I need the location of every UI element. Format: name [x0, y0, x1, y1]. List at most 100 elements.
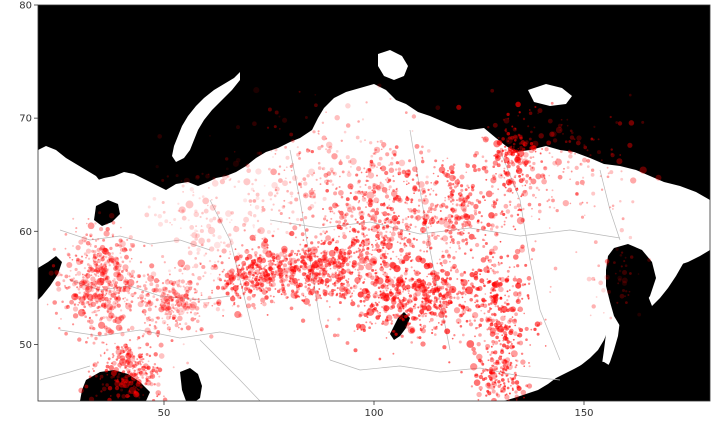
fire-point — [315, 293, 321, 300]
fire-point — [200, 292, 203, 294]
fire-point — [157, 393, 160, 396]
fire-point — [131, 372, 137, 378]
fire-point — [439, 300, 442, 304]
fire-point — [481, 166, 487, 171]
fire-point — [216, 211, 220, 215]
fire-point — [132, 413, 134, 415]
fire-point — [413, 287, 417, 291]
fire-point — [365, 191, 368, 193]
fire-point — [116, 393, 121, 398]
fire-point — [111, 261, 114, 263]
fire-point — [163, 308, 165, 311]
fire-point — [591, 276, 596, 281]
fire-point — [125, 403, 127, 405]
fire-point — [524, 263, 528, 267]
fire-point — [419, 249, 422, 252]
fire-point — [459, 194, 462, 197]
fire-point — [114, 316, 122, 325]
fire-point — [372, 152, 375, 155]
fire-point — [99, 227, 104, 232]
fire-point — [90, 276, 96, 282]
fire-point — [322, 289, 326, 292]
fire-point — [507, 379, 510, 382]
fire-point — [147, 205, 151, 209]
fire-point — [436, 234, 439, 237]
fire-point — [276, 227, 280, 231]
fire-point — [166, 278, 169, 281]
fire-point — [407, 173, 411, 176]
fire-point — [180, 180, 183, 182]
fire-point — [384, 252, 387, 255]
fire-point — [367, 179, 370, 182]
fire-point — [259, 282, 263, 286]
fire-point — [463, 252, 467, 255]
fire-point — [98, 211, 102, 215]
fire-point — [547, 198, 551, 202]
fire-point — [367, 246, 370, 250]
fire-point — [102, 316, 106, 319]
fire-point — [93, 292, 96, 296]
fire-point — [110, 375, 114, 379]
fire-point — [326, 149, 332, 154]
fire-point — [510, 214, 514, 218]
fire-point — [311, 174, 314, 177]
fire-point — [486, 222, 491, 228]
fire-point — [87, 303, 91, 306]
fire-point — [411, 244, 415, 249]
fire-point — [105, 289, 108, 292]
fire-point — [104, 277, 109, 281]
fire-point — [399, 199, 401, 202]
fire-point — [102, 341, 105, 344]
fire-point — [257, 265, 261, 268]
fire-point — [130, 269, 136, 274]
fire-point — [239, 274, 245, 279]
fire-point — [181, 272, 184, 275]
fire-point — [331, 292, 334, 295]
fire-point — [471, 285, 475, 288]
fire-point — [109, 297, 112, 301]
fire-point — [374, 278, 378, 282]
fire-point — [102, 265, 104, 268]
fire-point — [503, 331, 507, 335]
fire-point — [620, 177, 624, 181]
fire-point — [445, 289, 448, 292]
fire-point — [437, 322, 440, 324]
fire-point — [498, 339, 501, 342]
fire-point — [502, 385, 505, 388]
fire-point — [322, 208, 324, 210]
fire-point — [463, 200, 466, 203]
fire-point — [511, 284, 515, 288]
fire-point — [362, 328, 366, 332]
fire-point — [295, 290, 299, 294]
fire-point — [521, 297, 524, 300]
fire-point — [315, 273, 320, 277]
fire-point — [494, 155, 501, 162]
fire-point — [591, 191, 596, 196]
fire-point — [424, 314, 427, 318]
fire-point — [227, 174, 229, 177]
fire-point — [164, 312, 167, 314]
fire-point — [206, 204, 209, 207]
fire-point — [155, 331, 161, 337]
fire-point — [400, 254, 402, 256]
fire-point — [197, 275, 202, 281]
fire-point — [174, 319, 178, 323]
fire-point — [514, 174, 517, 177]
fire-point — [589, 314, 592, 317]
fire-point — [219, 178, 226, 185]
fire-point — [78, 239, 84, 245]
fire-point — [283, 270, 289, 276]
fire-point — [500, 378, 505, 382]
fire-point — [428, 206, 433, 211]
fire-point — [384, 271, 386, 274]
fire-point — [490, 319, 493, 321]
fire-point — [85, 256, 87, 259]
fire-point — [417, 306, 420, 309]
fire-point — [379, 167, 382, 170]
fire-point — [93, 283, 96, 286]
fire-point — [421, 156, 424, 159]
fire-point — [249, 234, 256, 241]
fire-point — [400, 301, 404, 306]
fire-point — [72, 245, 74, 247]
fire-point — [159, 304, 162, 307]
